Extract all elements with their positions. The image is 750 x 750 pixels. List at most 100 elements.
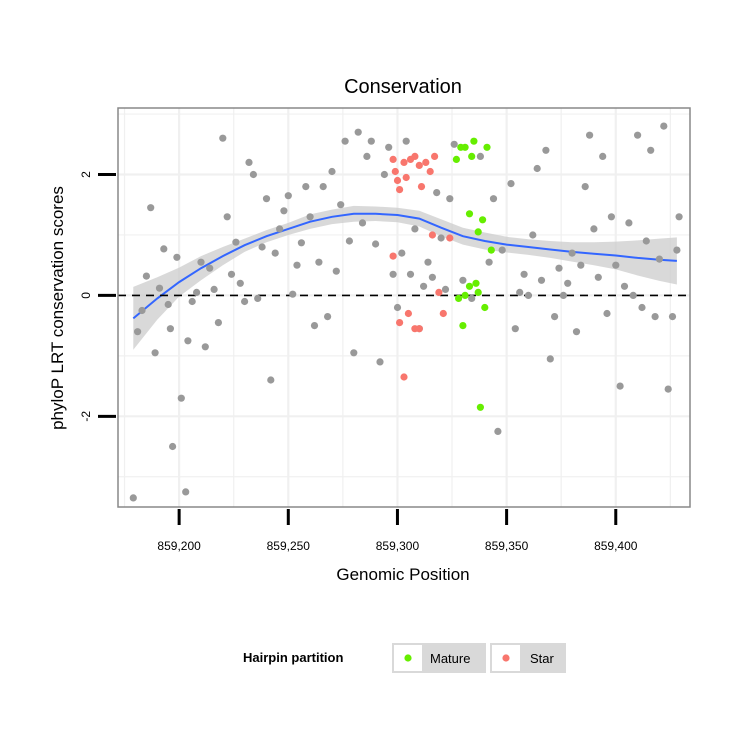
point-other [328,167,336,176]
point-other [276,225,284,233]
point-other [134,328,142,336]
point-other [169,442,177,451]
point-other [420,282,428,290]
point-other [594,273,602,281]
point-other [350,349,358,357]
point-other [214,319,222,327]
point-other [236,279,244,287]
point-other [428,273,436,281]
point-other [267,376,275,384]
point-mature [465,282,474,290]
point-other [651,313,659,321]
point-other [402,137,410,145]
point-other [599,152,607,160]
point-other [193,288,201,296]
point-other [306,213,314,221]
point-other [559,291,568,299]
y-axis-ticks: -2 0 2 [79,171,116,422]
x-tick-label: 859,400 [594,539,638,553]
point-other [564,279,572,287]
point-star [439,309,447,318]
legend-title: Hairpin partition [243,650,343,665]
point-other [586,131,594,139]
point-star [415,325,423,333]
point-other [201,343,209,351]
point-other [485,258,493,266]
x-tick-label: 859,300 [376,539,420,553]
point-other [629,291,637,299]
point-other [147,204,155,212]
point-star [389,155,397,163]
point-other [603,309,611,318]
point-other [555,264,563,272]
point-other [511,325,519,333]
point-other [155,284,164,292]
point-other [310,322,319,330]
point-other [315,258,323,266]
point-other [160,245,168,253]
point-mature [474,228,482,236]
point-other [507,180,515,188]
data-points [129,122,683,502]
point-other [341,137,349,145]
point-other [358,219,367,227]
point-other [164,300,172,309]
point-other [616,382,624,390]
point-star [411,152,419,160]
point-other [459,276,467,284]
point-star [446,234,454,242]
y-axis-title: phyloP LRT conservation scores [48,186,67,430]
point-other [389,270,397,278]
point-other [533,164,541,173]
point-star [389,252,397,260]
x-tick-label: 859,250 [267,539,311,553]
point-other [529,231,537,239]
point-other [581,183,589,191]
y-tick-label: 0 [79,292,93,299]
point-other [380,170,388,179]
point-other [433,189,441,197]
y-tick-label: -2 [79,411,93,422]
point-other [489,195,498,203]
point-other [660,122,668,130]
point-other [245,158,253,166]
point-other [537,276,546,284]
point-other [372,240,380,248]
point-other [498,246,506,254]
point-star [400,158,408,166]
point-other [625,219,633,227]
point-other [332,267,340,275]
point-mature [479,216,487,224]
x-tick-label: 859,200 [157,539,201,553]
point-other [241,297,249,306]
point-other [129,494,137,502]
point-other [590,225,598,233]
smooth-curve [132,212,677,320]
panel-border [117,107,691,508]
x-axis-ticks: 859,200 859,250 859,300 859,350 859,400 [157,509,638,553]
point-other [284,192,292,200]
point-other [520,270,528,278]
point-other [668,313,677,321]
point-mature [468,152,476,160]
point-mature [459,322,467,330]
point-star [396,319,404,327]
point-other [254,294,262,302]
point-other [673,246,681,254]
point-other [363,152,371,160]
point-mature [461,291,469,299]
point-other [151,349,159,357]
point-mature [470,137,478,145]
point-other [210,285,218,293]
point-other [607,213,616,221]
point-star [402,173,410,182]
point-other [293,261,301,269]
point-other [142,272,150,280]
point-other [166,325,174,333]
point-star [426,167,434,176]
point-star [396,186,404,194]
point-star [415,161,423,169]
point-mature [476,403,484,411]
point-mature [487,246,495,254]
point-star [391,167,399,176]
